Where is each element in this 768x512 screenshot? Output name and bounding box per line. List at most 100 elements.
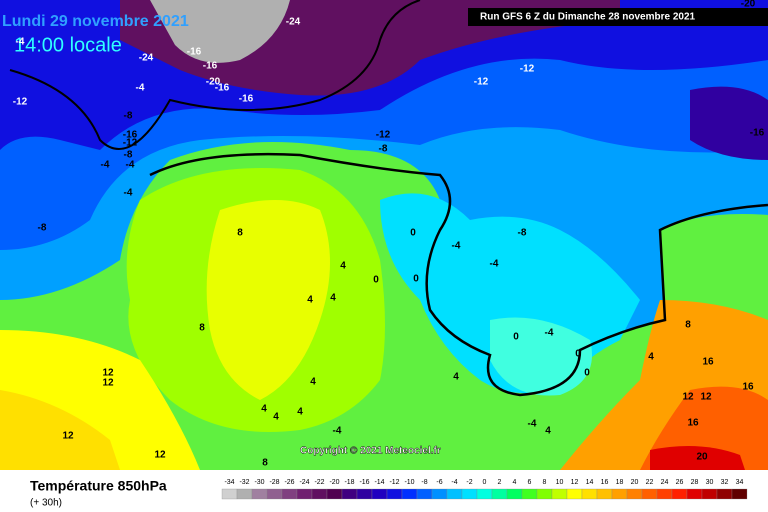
colorbar-cell xyxy=(671,488,688,500)
contour-label: -4 xyxy=(126,160,135,171)
contour-label: -24 xyxy=(286,17,301,28)
colorbar-cell xyxy=(341,488,358,500)
colorbar-label: -2 xyxy=(466,479,472,486)
colorbar-cell xyxy=(701,488,718,500)
contour-label: 16 xyxy=(687,418,699,429)
colorbar-cell xyxy=(401,488,418,500)
contour-label: 12 xyxy=(102,368,114,379)
colorbar-label: 14 xyxy=(586,479,594,486)
colorbar-cell xyxy=(356,488,373,500)
colorbar-cell xyxy=(551,488,568,500)
contour-label: 12 xyxy=(62,431,74,442)
colorbar-label: -32 xyxy=(239,479,249,486)
colorbar-cell xyxy=(281,488,298,500)
colorbar-cell xyxy=(431,488,448,500)
contour-label: 12 xyxy=(102,378,114,389)
colorbar-cell xyxy=(506,488,523,500)
colorbar-label: -34 xyxy=(224,479,234,486)
colorbar-cell xyxy=(461,488,478,500)
contour-label: 4 xyxy=(310,377,316,388)
contour-label: 4 xyxy=(340,261,346,272)
colorbar-label: 20 xyxy=(631,479,639,486)
colorbar-label: -8 xyxy=(421,479,427,486)
contour-label: -4 xyxy=(490,259,499,270)
contour-label: 12 xyxy=(700,392,712,403)
contour-label: 4 xyxy=(545,426,551,437)
colorbar-cell xyxy=(326,488,343,500)
legend-title: Température 850hPa xyxy=(30,478,167,494)
colorbar-label: 28 xyxy=(691,479,699,486)
colorbar-label: -12 xyxy=(389,479,399,486)
colorbar-cell xyxy=(296,488,313,500)
contour-label: -20 xyxy=(206,77,221,88)
contour-label: 0 xyxy=(575,349,581,360)
colorbar-label: 26 xyxy=(676,479,684,486)
colorbar-cell xyxy=(566,488,583,500)
colorbar-cell xyxy=(311,488,328,500)
colorbar-label: 0 xyxy=(483,479,487,486)
contour-label: 0 xyxy=(413,274,419,285)
contour-label: 4 xyxy=(261,404,267,415)
colorbar-cell xyxy=(251,488,268,500)
hot-zone xyxy=(650,446,745,470)
contour-label: -4 xyxy=(124,188,133,199)
colorbar-label: 2 xyxy=(498,479,502,486)
colorbar-label: 18 xyxy=(616,479,624,486)
colorbar-label: 6 xyxy=(528,479,532,486)
warm-zone xyxy=(0,390,120,470)
contour-label: 20 xyxy=(696,452,708,463)
colorbar-label: 24 xyxy=(661,479,669,486)
colorbar-cell xyxy=(536,488,553,500)
contour-label: -4 xyxy=(16,37,25,48)
contour-label: -12 xyxy=(13,97,28,108)
contour-label: 16 xyxy=(742,382,754,393)
colorbar-label: -20 xyxy=(329,479,339,486)
contour-label: -16 xyxy=(123,130,138,141)
contour-label: -4 xyxy=(101,160,110,171)
colorbar-cell xyxy=(491,488,508,500)
run-box xyxy=(468,8,768,26)
colorbar-label: 30 xyxy=(706,479,714,486)
colorbar-label: 16 xyxy=(601,479,609,486)
colorbar-label: -22 xyxy=(314,479,324,486)
very-cold-zone xyxy=(150,0,290,63)
contour-label: -12 xyxy=(474,77,489,88)
colorbar-cell xyxy=(416,488,433,500)
colorbar-label: -30 xyxy=(254,479,264,486)
cold-zone xyxy=(690,86,768,160)
contour-label: 8 xyxy=(237,228,243,239)
colorbar-label: 10 xyxy=(556,479,564,486)
colorbar-cell xyxy=(611,488,628,500)
isotherm xyxy=(9,0,421,150)
contour-label: -4 xyxy=(333,426,342,437)
contour-label: 8 xyxy=(262,458,268,469)
contour-label: -16 xyxy=(239,94,254,105)
colorbar-label: 8 xyxy=(543,479,547,486)
cool-zone xyxy=(490,317,592,396)
colorbar-cell xyxy=(266,488,283,500)
legend-subtitle: (+ 30h) xyxy=(30,498,62,509)
contour-label: -8 xyxy=(124,150,133,161)
warm-zone xyxy=(206,200,330,400)
contour-label: 12 xyxy=(154,450,166,461)
colorbar-cell xyxy=(446,488,463,500)
contour-label: -4 xyxy=(136,83,145,94)
colorbar-label: -24 xyxy=(299,479,309,486)
colorbar-label: 12 xyxy=(571,479,579,486)
contour-label: 8 xyxy=(685,320,691,331)
contour-label: -16 xyxy=(215,83,230,94)
colorbar-cell xyxy=(686,488,703,500)
contour-label: 4 xyxy=(330,293,336,304)
contour-label: -12 xyxy=(123,138,138,149)
contour-label: 0 xyxy=(584,368,590,379)
date: Lundi 29 novembre 2021 xyxy=(2,13,189,30)
contour-label: -8 xyxy=(518,228,527,239)
contour-label: -12 xyxy=(520,64,535,75)
contour-label: 4 xyxy=(297,407,303,418)
colorbar-label: -28 xyxy=(269,479,279,486)
colorbar-cell xyxy=(581,488,598,500)
contour-label: 4 xyxy=(307,295,313,306)
contour-label: 12 xyxy=(682,392,694,403)
colorbar-label: -14 xyxy=(374,479,384,486)
contour-label: -4 xyxy=(545,328,554,339)
